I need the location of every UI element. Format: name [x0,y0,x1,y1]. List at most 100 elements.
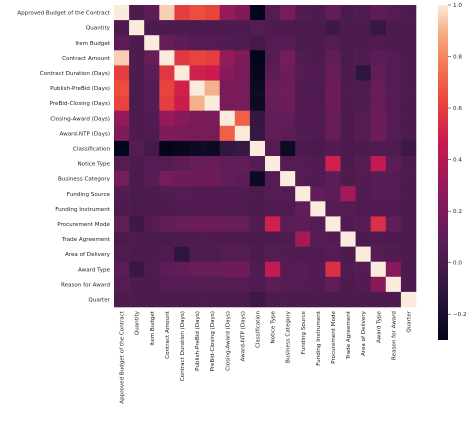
heatmap-cell [174,35,190,51]
heatmap-cell [114,261,130,278]
heatmap-cell [234,65,251,81]
heatmap-cell [204,80,220,96]
heatmap-cell [385,171,402,187]
heatmap-cell [340,261,356,278]
heatmap-cell [340,35,356,51]
heatmap-cell [265,246,281,262]
heatmap-cell [189,5,205,21]
heatmap-cell [340,216,356,232]
heatmap-cell [189,246,205,262]
heatmap-cell [144,291,160,308]
heatmap-cell [265,110,281,127]
heatmap-cell [370,216,387,232]
heatmap-cell [219,261,236,278]
heatmap-cell [355,201,371,217]
heatmap-cell [249,156,266,172]
heatmap-cell [325,65,341,81]
heatmap-cell [219,80,236,96]
heatmap-cell [189,95,205,111]
heatmap-cell [310,80,326,96]
heatmap-cell [189,231,205,247]
heatmap-cell [325,231,341,247]
heatmap-cell [340,65,356,81]
x-tick-label: Notice Type [271,310,277,343]
heatmap-cell [355,110,371,127]
heatmap-cell [129,201,145,217]
heatmap-cell [385,110,402,127]
heatmap-cell [144,246,160,262]
y-tick-label: Closing-Award (Days) [50,116,110,122]
heatmap-cell [174,231,190,247]
x-tick-label: Quantity [135,310,141,335]
heatmap-cell [280,65,296,81]
heatmap-cell [355,171,371,187]
heatmap-cell [144,140,160,157]
heatmap-cell [174,140,190,157]
heatmap-cell [144,5,160,21]
heatmap-cell [385,261,402,278]
heatmap-cell [189,186,205,202]
heatmap-cell [400,156,417,172]
heatmap-cell [159,291,175,308]
heatmap-cell [295,246,311,262]
heatmap-cell [219,5,236,21]
heatmap-cell [129,186,145,202]
heatmap-cell [204,125,220,142]
heatmap-cell [385,125,402,142]
heatmap-cell [265,20,281,36]
heatmap-cell [310,171,326,187]
heatmap-cell [129,261,145,278]
x-tick-label: Closing-Award (Days) [225,311,231,371]
heatmap-cell [355,20,371,36]
heatmap-cell [129,20,145,36]
heatmap-cell [189,80,205,96]
colorbar-tick-label: 1.0 [453,3,462,9]
heatmap-cell [265,231,281,247]
heatmap-cell [204,201,220,217]
heatmap-cell [385,216,402,232]
heatmap-cell [295,201,311,217]
heatmap-cell [265,171,281,187]
heatmap-cell [189,125,205,142]
heatmap-cell [400,65,417,81]
heatmap-cell [370,140,387,157]
heatmap-cell [249,216,266,232]
heatmap-cell [265,35,281,51]
heatmap-cell [204,65,220,81]
x-tick-label: Award-NTP (Days) [240,311,246,361]
heatmap-cell [310,95,326,111]
heatmap-cell [219,35,236,51]
heatmap-cell [159,80,175,96]
heatmap-cell [174,20,190,36]
heatmap-cell [159,110,175,127]
heatmap-cell [114,35,130,51]
heatmap-cell [385,65,402,81]
heatmap-cell [370,20,387,36]
heatmap-cell [310,110,326,127]
heatmap-cell [340,80,356,96]
heatmap-cell [370,110,387,127]
heatmap-cell [249,35,266,51]
heatmap-cell [280,261,296,278]
heatmap-cell [340,95,356,111]
heatmap-cell [234,231,251,247]
y-tick-label: PreBid-Closing (Days) [50,101,110,107]
heatmap-cell [280,95,296,111]
heatmap-cell [310,186,326,202]
heatmap-cell [265,125,281,142]
heatmap-cell [340,125,356,142]
heatmap-cell [310,276,326,293]
heatmap-cell [370,80,387,96]
heatmap-cell [400,201,417,217]
y-tick-label: Classification [73,146,110,152]
heatmap-cell [189,261,205,278]
heatmap-cell [370,171,387,187]
heatmap-cell [204,156,220,172]
heatmap-cell [370,50,387,66]
heatmap-cell [280,35,296,51]
heatmap-cell [174,216,190,232]
heatmap-cell [400,20,417,36]
heatmap-cell [204,50,220,66]
y-tick-label: Contract Amount [62,56,111,62]
y-tick-label: Contract Duration (Days) [40,71,110,77]
